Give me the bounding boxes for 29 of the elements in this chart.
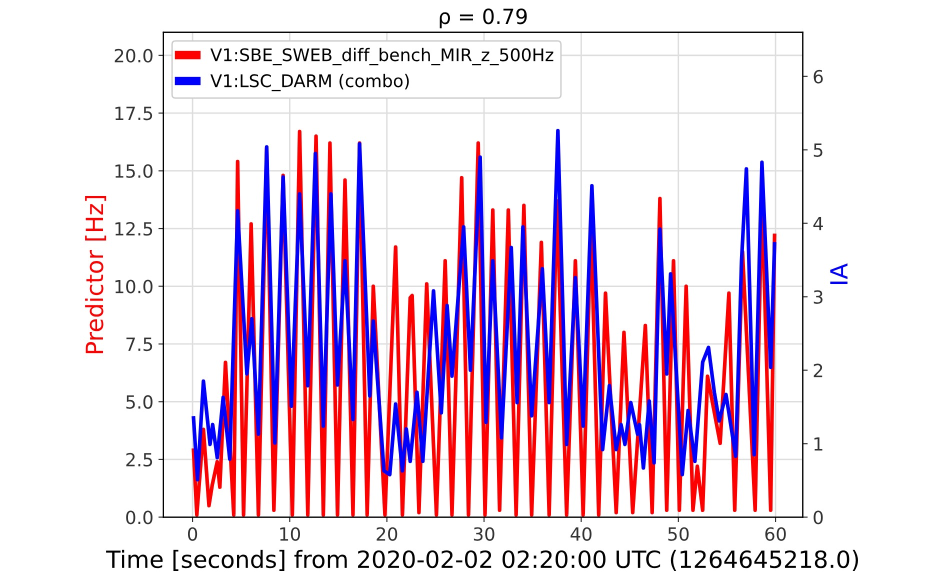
x-tick-label: 40 bbox=[570, 527, 592, 541]
y2-axis-title: IA bbox=[830, 263, 848, 284]
y-tick-label: 7.5 bbox=[126, 338, 152, 352]
y2-tick-label: 6 bbox=[814, 70, 823, 84]
legend-label: V1:LSC_DARM (combo) bbox=[210, 74, 409, 92]
x-tick-label: 0 bbox=[188, 527, 198, 541]
y-tick-label: 10.0 bbox=[115, 280, 152, 294]
legend-label: V1:SBE_SWEB_diff_bench_MIR_z_500Hz bbox=[210, 48, 554, 66]
x-tick-label: 10 bbox=[280, 527, 300, 541]
y-tick-label: 20.0 bbox=[114, 48, 152, 62]
x-tick-label: 20 bbox=[376, 527, 398, 541]
y2-tick-label: 4 bbox=[813, 216, 823, 230]
y2-tick-label: 2 bbox=[814, 364, 822, 378]
x-tick-label: 60 bbox=[765, 527, 786, 541]
y2-tick-label: 5 bbox=[814, 144, 822, 157]
x-tick-label: 50 bbox=[668, 527, 689, 541]
y2-tick-label: 0 bbox=[814, 510, 823, 524]
chart-title: ρ = 0.79 bbox=[440, 8, 527, 28]
y-tick-label: 15.0 bbox=[115, 164, 152, 178]
y-axis-title: Predictor [Hz] bbox=[85, 196, 106, 354]
y-tick-label: 5.0 bbox=[126, 395, 152, 409]
y-tick-label: 17.5 bbox=[115, 106, 152, 120]
y-tick-label: 2.5 bbox=[126, 452, 152, 467]
y2-tick-label: 1 bbox=[814, 437, 822, 451]
y2-tick-label: 3 bbox=[814, 290, 823, 304]
y-tick-label: 0.0 bbox=[126, 510, 152, 524]
x-tick-label: 30 bbox=[474, 527, 494, 541]
x-axis-title: Time [seconds] from 2020-02-02 02:20:00 UTC (1264645218.0) bbox=[106, 550, 858, 571]
y-tick-label: 12.5 bbox=[115, 222, 152, 236]
